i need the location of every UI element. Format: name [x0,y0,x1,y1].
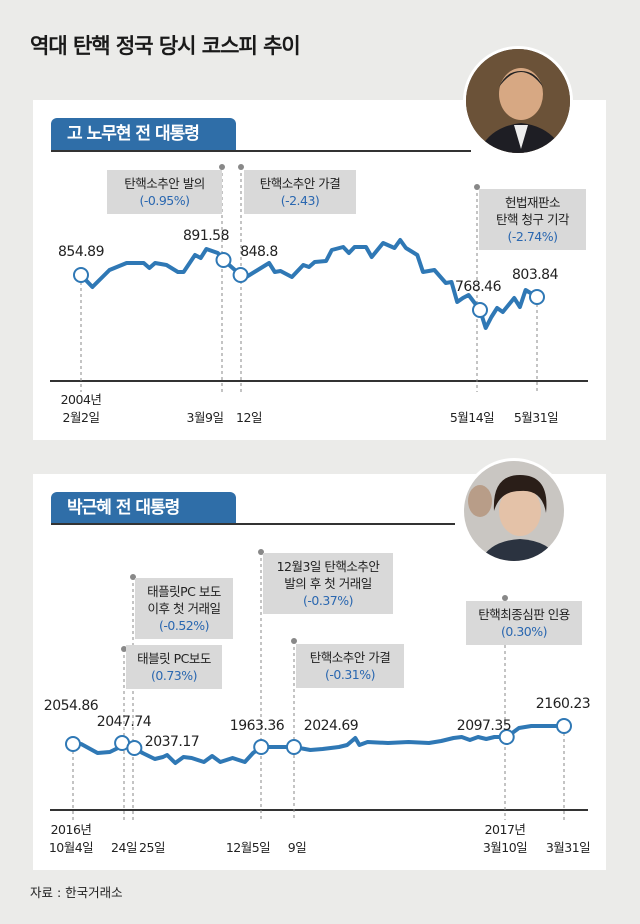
annotation-box: 탄핵소추안 발의 (-0.95%) [107,170,222,214]
series-line [73,724,564,765]
annotation-text: 발의 후 첫 거래일 [284,576,372,591]
date-day: 10월4일 [48,840,94,855]
annotation-pct: (-2.74%) [507,229,558,244]
title-underline [51,150,471,152]
annotation-text: 12월3일 탄핵소추안 [276,559,380,574]
value-label: 2054.86 [43,698,99,714]
annotation-box: 탄핵소추안 가결 (-2.43) [244,170,356,214]
date-label: 2004년 2월2일 [61,391,102,427]
value-label: 2024.69 [303,718,359,734]
date-label: 12월5일 [225,840,271,855]
series-line [79,238,539,330]
data-point-marker [285,739,302,755]
date-label: 2016년 10월4일 [48,821,94,857]
date-label: 5월31일 [513,410,559,425]
value-label: 2097.35 [456,718,512,734]
value-label: 2037.17 [144,734,200,750]
annotation-text: 이후 첫 거래일 [147,601,221,616]
annotation-box: 태블릿 PC보도 (0.73%) [126,645,222,689]
annotation-text: 탄핵 청구 기각 [496,212,569,227]
value-label: 768.46 [455,279,502,295]
chart-title-park: 박근혜 전 대통령 [51,492,236,524]
value-label: 854.89 [58,244,105,260]
annotation-pct: (-0.37%) [303,593,353,608]
value-label: 891.58 [183,228,230,244]
data-point-marker [472,302,488,318]
date-day: 2월2일 [62,410,100,425]
annotation-box: 탄핵소추안 가결 (-0.31%) [296,644,404,688]
date-label: 3월9일 [186,410,224,425]
source-note: 자료 : 한국거래소 [30,885,123,900]
portrait-photo-park [461,458,567,564]
portrait-roh-icon [466,49,570,153]
value-label: 2047.74 [96,714,152,730]
annotation-pct: (-0.31%) [325,667,375,682]
value-label: 2160.23 [535,696,591,712]
value-label: 1963.36 [229,718,285,734]
date-label: 9일 [287,840,307,855]
date-label: 25일 [139,840,165,855]
data-point-marker [529,289,545,305]
callout-dots [121,164,508,652]
date-label: 24일 [111,840,137,855]
annotation-pct: (0.73%) [151,668,197,683]
data-point-marker [126,740,143,756]
data-point-marker [253,739,270,755]
date-label: 2017년 3월10일 [482,821,528,857]
title-underline [51,523,455,525]
date-label: 3월31일 [545,840,591,855]
portrait-park-icon [464,461,564,561]
annotation-pct: (0.30%) [501,624,547,639]
date-year: 2004년 [60,392,102,407]
annotation-pct: (-0.52%) [159,618,209,633]
date-year: 2017년 [484,822,526,837]
guide-lines [72,167,565,820]
date-label: 12일 [236,410,262,425]
portrait-photo-roh [463,46,573,156]
data-point-marker [215,252,232,268]
annotation-text: 헌법재판소 [504,195,561,210]
chart-title-roh: 고 노무현 전 대통령 [51,118,236,150]
data-point-marker [556,718,572,734]
annotation-pct: (-2.43) [280,193,320,208]
annotation-text: 탄핵소추안 가결 [309,650,391,665]
data-point-marker [73,267,89,283]
date-day: 3월10일 [482,840,528,855]
annotation-pct: (-0.95%) [139,193,190,208]
data-point-marker [498,729,515,745]
annotation-text: 탄핵소추안 가결 [259,176,341,191]
annotation-text: 태플릿PC 보도 [147,584,221,599]
value-label: 848.8 [240,244,278,260]
date-label: 5월14일 [449,410,495,425]
annotation-text: 탄핵최종심판 인용 [478,607,570,622]
annotation-text: 태블릿 PC보도 [137,651,211,666]
value-label: 803.84 [512,267,559,283]
page-title: 역대 탄핵 정국 당시 코스피 추이 [30,34,301,58]
data-point-marker [65,736,81,752]
data-point-marker [232,267,249,283]
chart-panel-roh [33,100,606,440]
annotation-text: 탄핵소추안 발의 [124,176,205,191]
annotation-box: 탄핵최종심판 인용 (0.30%) [466,601,582,645]
date-year: 2016년 [50,822,92,837]
